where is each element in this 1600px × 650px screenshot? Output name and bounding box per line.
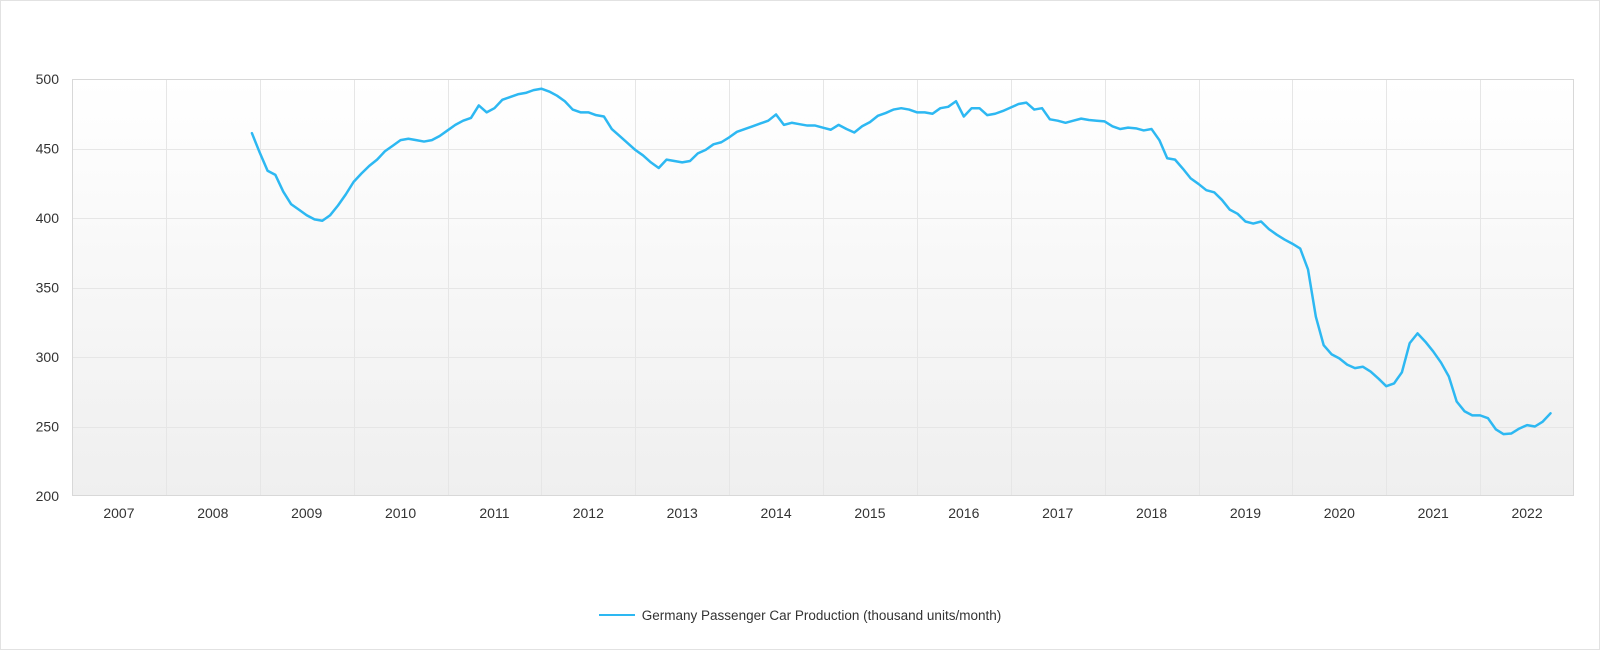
x-axis-label: 2009 xyxy=(291,505,322,521)
x-axis-label: 2010 xyxy=(385,505,416,521)
y-axis-label: 300 xyxy=(36,349,60,365)
y-axis-label: 250 xyxy=(36,419,60,435)
series-line[interactable] xyxy=(250,87,1552,436)
y-axis-label: 200 xyxy=(36,488,60,504)
y-axis-label: 400 xyxy=(36,210,60,226)
y-axis: 200 250 300 350 400 450 500 xyxy=(36,71,60,504)
x-axis-label: 2013 xyxy=(667,505,698,521)
x-axis-label: 2007 xyxy=(103,505,134,521)
x-axis-label: 2011 xyxy=(479,505,509,521)
x-axis-label: 2017 xyxy=(1042,505,1073,521)
x-axis-label: 2012 xyxy=(573,505,604,521)
legend[interactable]: Germany Passenger Car Production (thousa… xyxy=(1,604,1599,626)
x-axis-label: 2021 xyxy=(1418,505,1449,521)
plot-border xyxy=(72,79,1574,496)
y-axis-label: 450 xyxy=(36,141,60,157)
x-axis-label: 2014 xyxy=(760,505,791,521)
y-axis-label: 350 xyxy=(36,280,60,296)
x-axis: 2007 2008 2009 2010 2011 2012 2013 2014 2015 2016… xyxy=(103,505,1542,521)
x-axis-label: 2022 xyxy=(1511,505,1542,521)
x-axis-label: 2019 xyxy=(1230,505,1261,521)
x-axis-label: 2016 xyxy=(948,505,979,521)
x-axis-label: 2015 xyxy=(854,505,885,521)
x-axis-label: 2020 xyxy=(1324,505,1355,521)
gridlines xyxy=(72,79,1574,496)
legend-line-sample xyxy=(598,614,635,616)
x-axis-label: 2008 xyxy=(197,505,228,521)
y-axis-label: 500 xyxy=(36,71,60,87)
x-axis-label: 2018 xyxy=(1136,505,1167,521)
legend-label: Germany Passenger Car Production (thousa… xyxy=(641,607,1002,623)
